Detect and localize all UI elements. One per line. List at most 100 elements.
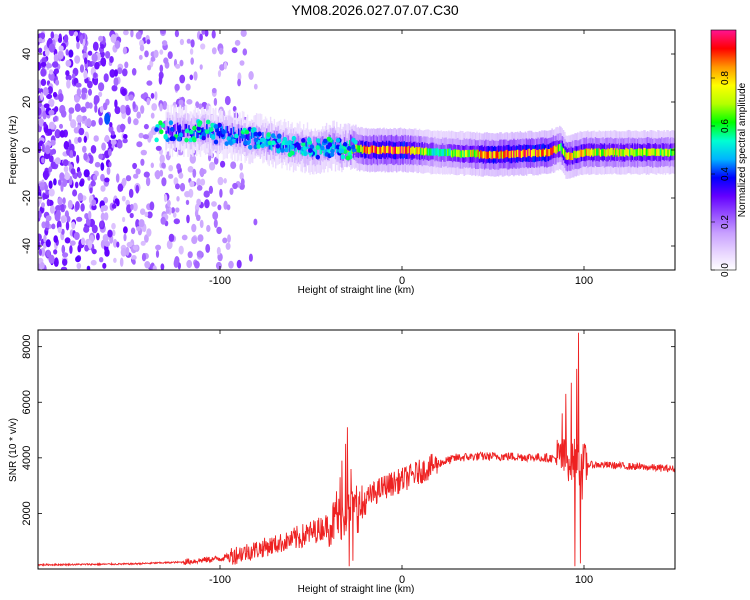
spectrogram-ridge-cell: [579, 149, 581, 157]
spectrogram-ridge-cell: [221, 126, 223, 134]
spectrogram-ridge-cell: [471, 150, 473, 158]
spectrogram-cell: [38, 233, 41, 243]
spectrogram-ridge-cell: [306, 142, 309, 159]
spectrogram-cell: [58, 93, 64, 103]
spectrogram-cell: [196, 214, 201, 221]
spectrogram-cell: [58, 179, 62, 186]
spectrogram-cell: [224, 141, 229, 147]
spectrogram-cell: [100, 44, 105, 49]
spectrogram-ridge-cell: [392, 147, 394, 155]
spectrogram-cell: [327, 142, 333, 148]
snr-x-tick-label: -100: [209, 574, 231, 586]
spectrogram-cell: [98, 35, 104, 42]
spectrogram-cell: [197, 122, 202, 128]
spectrogram-cell: [106, 166, 111, 175]
spectrogram-ridge-cell: [640, 148, 642, 156]
spectrogram-cell: [211, 30, 216, 39]
spectrogram-cell: [141, 253, 147, 262]
spectrogram-cell: [83, 226, 90, 233]
spectrogram-ridge-cell: [427, 148, 430, 156]
spectrogram-ridge-cell: [464, 149, 467, 157]
spectrogram-ridge-cell: [434, 148, 436, 156]
spectrogram-cell: [99, 257, 104, 263]
spectrogram-cell: [205, 243, 211, 253]
spectrogram-ridge-cell: [559, 144, 561, 152]
spectrogram-cell: [139, 44, 145, 52]
spectrogram-x-tick-label: 0: [399, 275, 405, 287]
spectrogram-ridge-cell: [275, 136, 277, 153]
spectrogram-cell: [102, 234, 109, 242]
spectrogram-cell: [104, 177, 110, 183]
spectrogram-cell: [45, 219, 50, 229]
spectrogram-ridge-cell: [511, 150, 514, 158]
spectrogram-cell: [38, 248, 43, 256]
spectrogram-cell: [55, 205, 62, 212]
spectrogram-cell: [212, 211, 219, 220]
spectrogram-ridge-cell: [601, 149, 603, 157]
spectrogram-cell: [257, 131, 262, 137]
spectrogram-cell: [284, 147, 289, 153]
spectrogram-cell: [48, 43, 56, 53]
spectrogram-ridge-cell: [537, 150, 539, 158]
spectrogram-ridge-cell: [412, 146, 414, 154]
spectrogram-ridge-cell: [259, 138, 262, 146]
spectrogram-cell: [74, 181, 79, 189]
spectrogram-ridge-cell: [225, 126, 227, 134]
spectrogram-ridge-cell: [334, 142, 337, 150]
spectrogram-cell: [84, 77, 89, 84]
spectrogram-cell: [87, 50, 93, 56]
spectrogram-cell: [41, 202, 45, 208]
spectrogram-ridge-cell: [401, 146, 403, 154]
spectrogram-cell: [50, 31, 55, 39]
snr-series-line: [38, 332, 675, 567]
spectrogram-ridge-cell: [196, 131, 198, 139]
spectrogram-ridge-cell: [584, 148, 586, 156]
spectrogram-cell: [74, 137, 79, 144]
spectrogram-ridge-cell: [505, 149, 507, 158]
spectrogram-cell: [227, 234, 231, 243]
spectrogram-cell: [45, 49, 50, 57]
spectrogram-cell: [38, 118, 45, 127]
spectrogram-cell: [76, 88, 82, 97]
spectrogram-cell: [240, 134, 245, 139]
spectrogram-cell: [48, 254, 55, 264]
spectrogram-cell: [280, 148, 285, 153]
spectrogram-ridge-cell: [394, 146, 397, 154]
spectrogram-ridge-cell: [169, 118, 171, 135]
spectrogram-cell: [88, 88, 92, 96]
spectrogram-ridge-cell: [593, 148, 595, 156]
spectrogram-cell: [175, 183, 180, 190]
spectrogram-ridge-cell: [246, 132, 249, 141]
spectrogram-cell: [194, 260, 200, 269]
spectrogram-cell: [143, 171, 150, 178]
spectrogram-cell: [342, 142, 348, 147]
spectrogram-y-tick-label: -20: [21, 190, 33, 206]
spectrogram-cell: [184, 191, 191, 198]
spectrogram-cell: [339, 148, 345, 154]
spectrogram-ridge-cell: [455, 150, 458, 158]
spectrogram-ridge-cell: [217, 129, 219, 137]
spectrogram-ridge-cell: [524, 150, 527, 158]
spectrogram-ridge-cell: [376, 146, 379, 154]
spectrogram-cell: [126, 241, 133, 248]
spectrogram-cell: [290, 144, 295, 150]
spectrogram-cell: [248, 71, 254, 80]
spectrogram-ridge-cell: [174, 123, 176, 132]
spectrogram-ridge-cell: [585, 148, 588, 156]
spectrogram-cell: [218, 47, 224, 55]
spectrogram-ridge-cell: [643, 147, 645, 156]
spectrogram-ridge-cell: [327, 147, 329, 155]
spectrogram-ridge-cell: [624, 149, 626, 157]
spectrogram-cell: [161, 177, 167, 187]
spectrogram-ridge-cell: [608, 149, 611, 157]
spectrogram-cell: [130, 227, 136, 235]
spectrogram-cell: [100, 173, 105, 182]
spectrogram-ridge-cell: [268, 142, 270, 150]
spectrogram-ridge-cell: [575, 151, 577, 159]
spectrogram-cell: [98, 153, 104, 160]
spectrogram-cell: [115, 199, 120, 207]
spectrogram-cell: [138, 219, 145, 228]
spectrogram-cell: [99, 51, 105, 58]
spectrogram-ridge-cell: [604, 149, 607, 157]
spectrogram-cell: [161, 40, 168, 46]
